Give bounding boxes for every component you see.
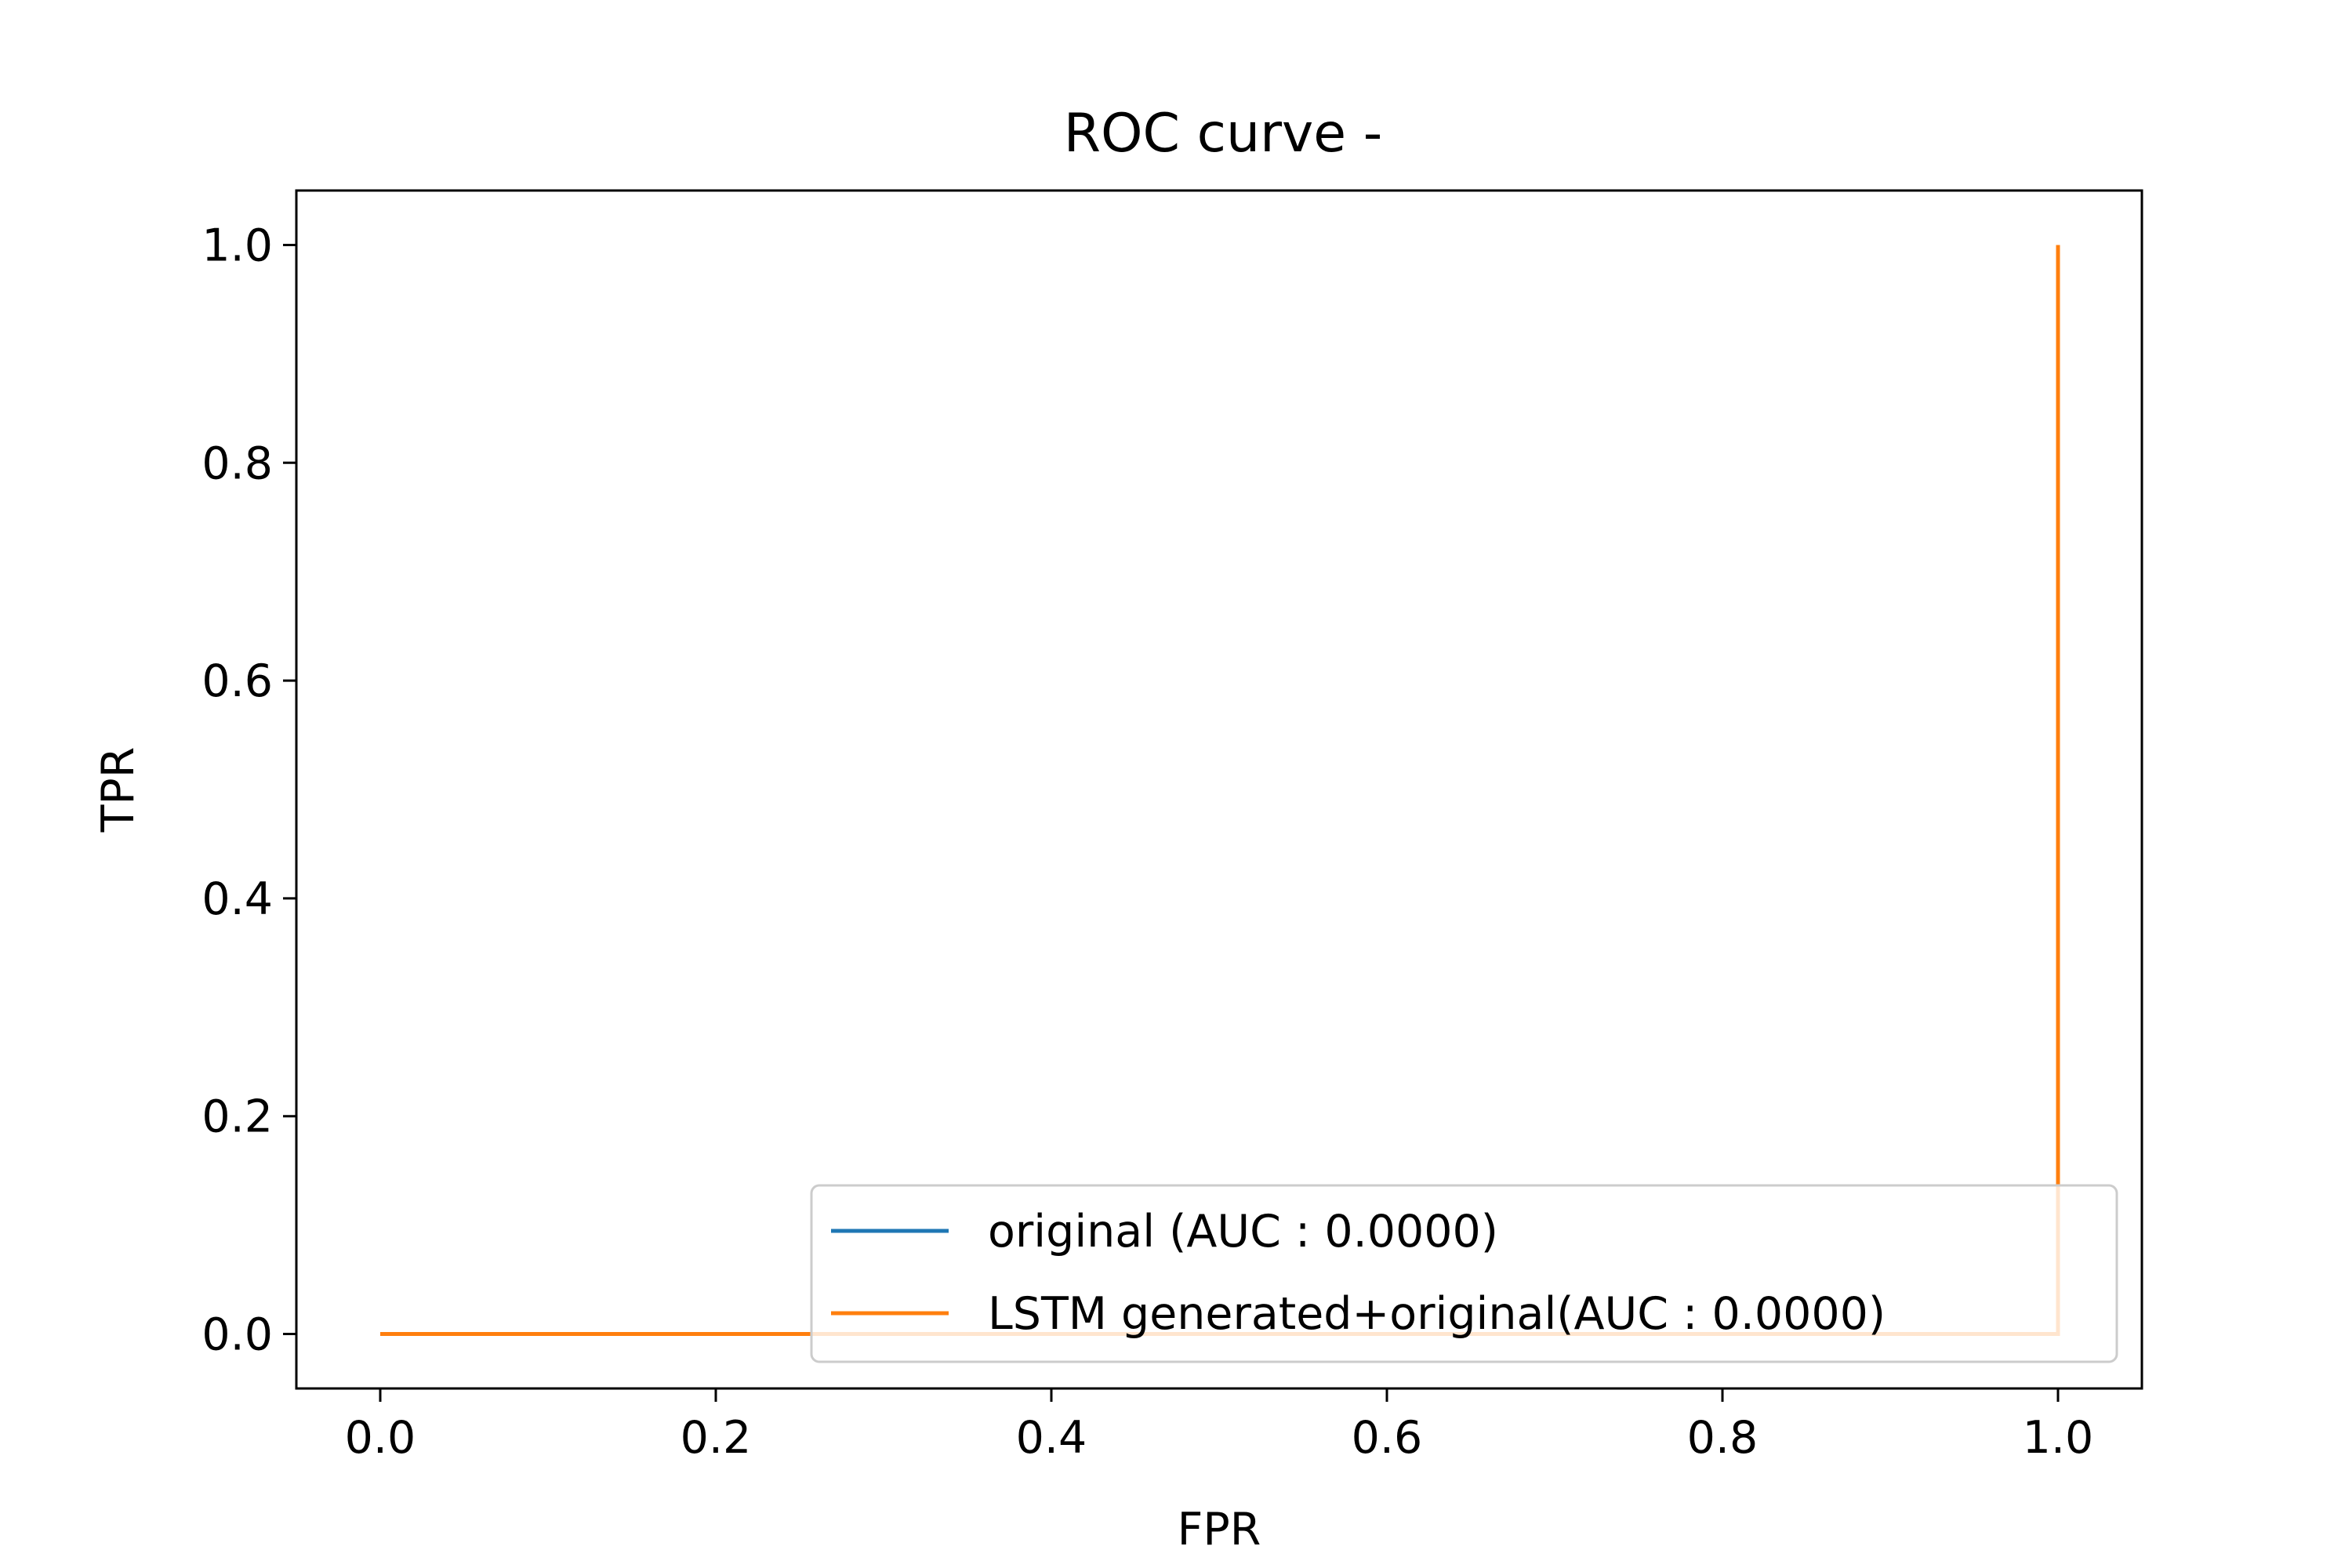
x-tick-label: 1.0: [2023, 1412, 2094, 1464]
x-tick-label: 0.4: [1016, 1412, 1087, 1464]
x-axis: 0.0 0.2 0.4 0.6 0.8 1.0: [345, 1388, 2094, 1464]
y-tick-label: 0.6: [201, 655, 273, 707]
chart-title: ROC curve -: [1064, 103, 1383, 165]
legend-box: [810, 1184, 2118, 1363]
x-tick-label: 0.2: [681, 1412, 752, 1464]
legend-entry-1: LSTM generated+original(AUC : 0.0000): [988, 1288, 1886, 1340]
y-tick-label: 0.0: [201, 1309, 273, 1361]
x-axis-label: FPR: [1178, 1504, 1261, 1555]
x-tick-label: 0.8: [1687, 1412, 1759, 1464]
x-tick-label: 0.0: [345, 1412, 416, 1464]
y-tick-label: 0.2: [201, 1091, 273, 1143]
y-tick-label: 1.0: [201, 220, 273, 271]
axes-frame: [295, 189, 2143, 1390]
x-tick-label: 0.6: [1352, 1412, 1423, 1464]
legend-entry-0: original (AUC : 0.0000): [988, 1206, 1498, 1258]
y-axis: 0.0 0.2 0.4 0.6 0.8 1.0: [201, 220, 296, 1361]
legend: original (AUC : 0.0000) LSTM generated+or…: [810, 1184, 2118, 1363]
y-tick-label: 0.8: [201, 437, 273, 489]
y-axis-label: TPR: [93, 747, 144, 833]
y-tick-label: 0.4: [201, 873, 273, 925]
